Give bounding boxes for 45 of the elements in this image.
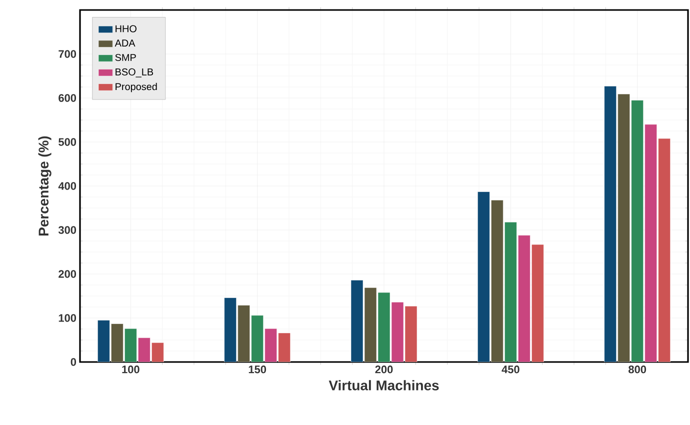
x-tick-label: 200 bbox=[375, 366, 393, 374]
bar bbox=[124, 328, 137, 362]
bar bbox=[264, 328, 277, 362]
bar bbox=[504, 222, 517, 362]
y-axis-title: Percentage (%) bbox=[38, 136, 52, 236]
bar bbox=[152, 342, 164, 362]
bar bbox=[604, 86, 616, 362]
bar bbox=[478, 192, 490, 362]
bar bbox=[518, 235, 530, 362]
bar bbox=[251, 315, 264, 362]
y-tick-label: 500 bbox=[58, 138, 76, 146]
bar bbox=[391, 302, 404, 362]
legend-label: HHO bbox=[116, 25, 136, 32]
y-tick-label: 0 bbox=[70, 358, 76, 366]
x-tick-label: 100 bbox=[122, 366, 140, 374]
bar bbox=[658, 138, 670, 362]
legend-label: ADA bbox=[114, 40, 136, 46]
bar bbox=[532, 244, 544, 362]
legend-label: Proposed bbox=[116, 82, 157, 92]
bar bbox=[644, 124, 657, 362]
bar bbox=[618, 94, 630, 362]
bar bbox=[491, 200, 504, 362]
y-tick-label: 400 bbox=[58, 182, 76, 190]
bar bbox=[238, 305, 250, 362]
y-tick-label: 100 bbox=[58, 314, 76, 322]
y-tick-label: 600 bbox=[58, 94, 76, 102]
x-axis-title: Virtual Machines bbox=[328, 380, 439, 390]
x-tick-label: 800 bbox=[628, 366, 646, 374]
bar bbox=[378, 292, 390, 362]
bar bbox=[224, 298, 236, 362]
bar bbox=[98, 320, 110, 362]
y-tick-label: 200 bbox=[58, 270, 76, 278]
y-tick-label: 700 bbox=[58, 50, 76, 58]
bar bbox=[404, 306, 418, 362]
bar bbox=[364, 287, 377, 362]
x-tick-label: 150 bbox=[248, 366, 266, 374]
bar bbox=[631, 100, 644, 362]
legend-label: SMP bbox=[115, 54, 136, 62]
bar bbox=[138, 338, 150, 362]
x-tick-label: 450 bbox=[502, 366, 520, 374]
bar bbox=[278, 332, 290, 362]
y-tick-label: 300 bbox=[58, 226, 76, 234]
bar bbox=[111, 324, 124, 362]
bar bbox=[350, 280, 364, 362]
legend-label: BSO_LB bbox=[116, 68, 154, 78]
